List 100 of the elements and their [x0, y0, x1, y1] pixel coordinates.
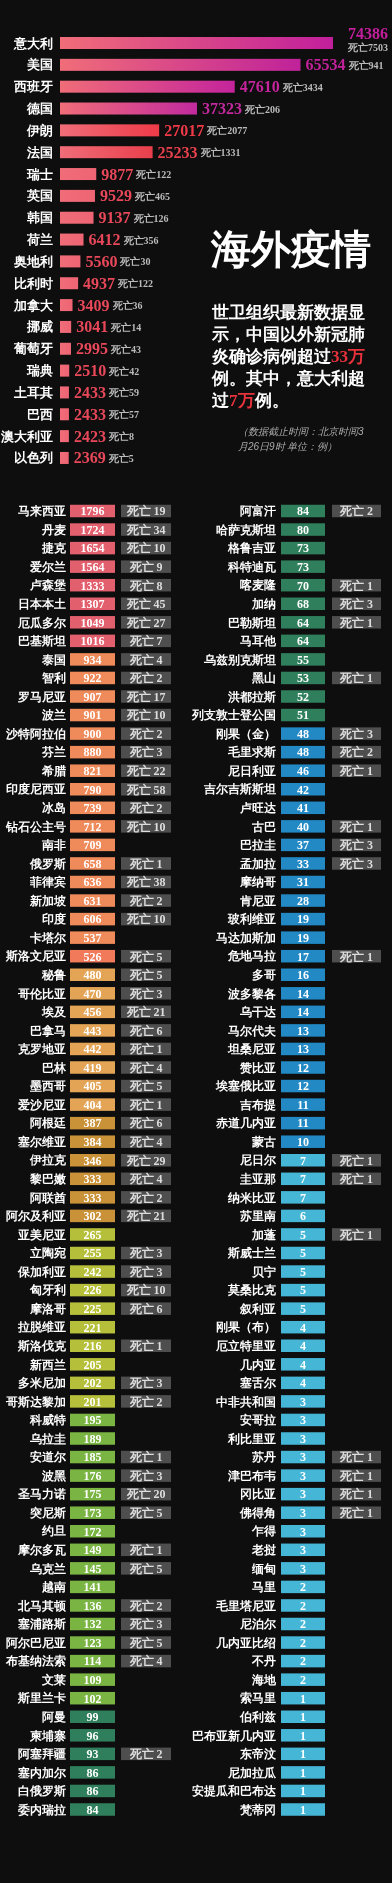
data-label: 14 [297, 1005, 309, 1020]
data-label: 死亡 3 [128, 1468, 163, 1483]
category-label: 尼日尔 [239, 1154, 277, 1167]
data-label: 225 [83, 1301, 102, 1316]
data-label: 48 [297, 745, 309, 760]
data-label: 死亡 2 [128, 893, 163, 908]
data-label: 9137 [98, 209, 131, 227]
category-label: 玻利维亚 [227, 912, 276, 926]
data-label: 死亡 20 [125, 1487, 166, 1502]
category-label: 乌干达 [239, 1005, 277, 1019]
data-label: 死亡 1 [339, 1506, 373, 1520]
data-label: 145 [83, 1561, 102, 1576]
data-label: 636 [83, 875, 102, 890]
category-label: 委内瑞拉 [17, 1802, 66, 1817]
data-label: 821 [83, 764, 102, 778]
data-label: 41 [297, 801, 309, 816]
category-label: 白俄罗斯 [18, 1784, 66, 1798]
category-label: 秘鲁 [41, 967, 66, 981]
y-tick-label: 西班牙 [13, 80, 53, 95]
data-label: 739 [83, 801, 102, 816]
bar [60, 37, 333, 49]
category-label: 叙利亚 [239, 1301, 276, 1315]
annotation: 死亡122 [135, 169, 172, 181]
data-label: 333 [83, 1190, 102, 1205]
category-label: 突尼斯 [29, 1505, 66, 1519]
category-label: 埃及 [41, 1005, 66, 1019]
data-label: 死亡 1 [339, 1172, 373, 1187]
data-label: 死亡 1 [128, 1042, 163, 1057]
data-label: 3 [300, 1561, 306, 1576]
category-label: 波多黎各 [227, 986, 276, 1000]
category-label: 罗马尼亚 [17, 690, 66, 703]
data-label: 死亡 1 [339, 578, 373, 593]
category-label: 希腊 [41, 763, 66, 777]
data-label: 死亡 2 [128, 1747, 163, 1762]
data-label: 死亡 2 [339, 504, 373, 519]
category-label: 冰岛 [42, 801, 66, 814]
category-label: 伯利兹 [239, 1709, 276, 1723]
data-label: 死亡 10 [125, 1283, 166, 1298]
category-label: 斯威士兰 [227, 1246, 276, 1260]
category-label: 阿曼 [42, 1710, 66, 1723]
category-label: 摩尔多瓦 [17, 1543, 66, 1556]
category-label: 乌兹别克斯坦 [203, 652, 276, 666]
data-label: 3 [300, 1394, 306, 1409]
category-label: 菲律宾 [29, 875, 66, 890]
data-label: 9529 [99, 187, 132, 205]
data-label: 132 [83, 1617, 102, 1632]
data-label: 2 [300, 1617, 306, 1632]
data-label: 3 [300, 1487, 306, 1502]
data-label: 333 [83, 1172, 102, 1187]
data-label: 74386 [348, 25, 388, 42]
data-label: 109 [83, 1672, 102, 1687]
data-label: 死亡 19 [125, 504, 166, 519]
data-label: 死亡 3 [128, 745, 163, 760]
data-label: 114 [83, 1654, 102, 1669]
data-label: 31 [297, 875, 309, 890]
data-label: 3 [300, 1468, 306, 1483]
category-label: 梵蒂冈 [239, 1802, 276, 1816]
annotation: 死亡126 [132, 212, 169, 224]
bar [60, 146, 153, 159]
data-label: 712 [83, 819, 102, 834]
bar [60, 408, 69, 421]
category-label: 乌拉圭 [29, 1431, 66, 1445]
y-tick-label: 以色列 [14, 451, 53, 466]
category-label: 泰国 [41, 653, 66, 666]
category-label: 拉脱维亚 [17, 1320, 66, 1334]
data-label: 死亡 3 [128, 986, 163, 1001]
category-label: 约旦 [41, 1525, 66, 1538]
data-label: 456 [83, 1005, 102, 1020]
data-label: 死亡 3 [128, 1376, 163, 1391]
data-label: 2 [300, 1580, 306, 1595]
data-label: 死亡 5 [128, 968, 163, 983]
data-label: 880 [83, 745, 102, 760]
data-label: 205 [83, 1357, 102, 1372]
category-label: 新加坡 [29, 893, 67, 907]
data-label: 死亡 1 [339, 1468, 373, 1483]
data-label: 3 [300, 1506, 306, 1520]
data-label: 死亡 22 [125, 764, 166, 778]
data-label: 1724 [80, 522, 105, 537]
y-tick-label: 英国 [26, 189, 53, 204]
data-label: 404 [83, 1097, 102, 1112]
category-label: 匈牙利 [29, 1283, 66, 1297]
text: 海外疫情 [211, 227, 371, 272]
data-label: 死亡 4 [128, 1654, 163, 1669]
data-label: 14 [297, 986, 309, 1001]
data-label: 19 [297, 930, 309, 945]
annotation: 死亡1331 [199, 147, 241, 159]
category-label: 北马其顿 [17, 1598, 67, 1613]
data-label: 47610 [239, 78, 280, 96]
annotation: 死亡59 [107, 387, 139, 399]
category-label: 孟加拉 [239, 856, 276, 870]
data-label: 84 [297, 504, 309, 519]
category-label: 古巴 [251, 819, 276, 833]
text: 死亡941 [347, 59, 384, 71]
data-label: 死亡 3 [339, 726, 373, 741]
data-label: 195 [83, 1413, 102, 1428]
category-label: 俄罗斯 [29, 856, 66, 870]
data-label: 2 [300, 1635, 306, 1650]
data-label: 2433 [73, 383, 106, 401]
annotation: 死亡8 [107, 431, 134, 443]
data-label: 死亡 5 [128, 1079, 163, 1094]
